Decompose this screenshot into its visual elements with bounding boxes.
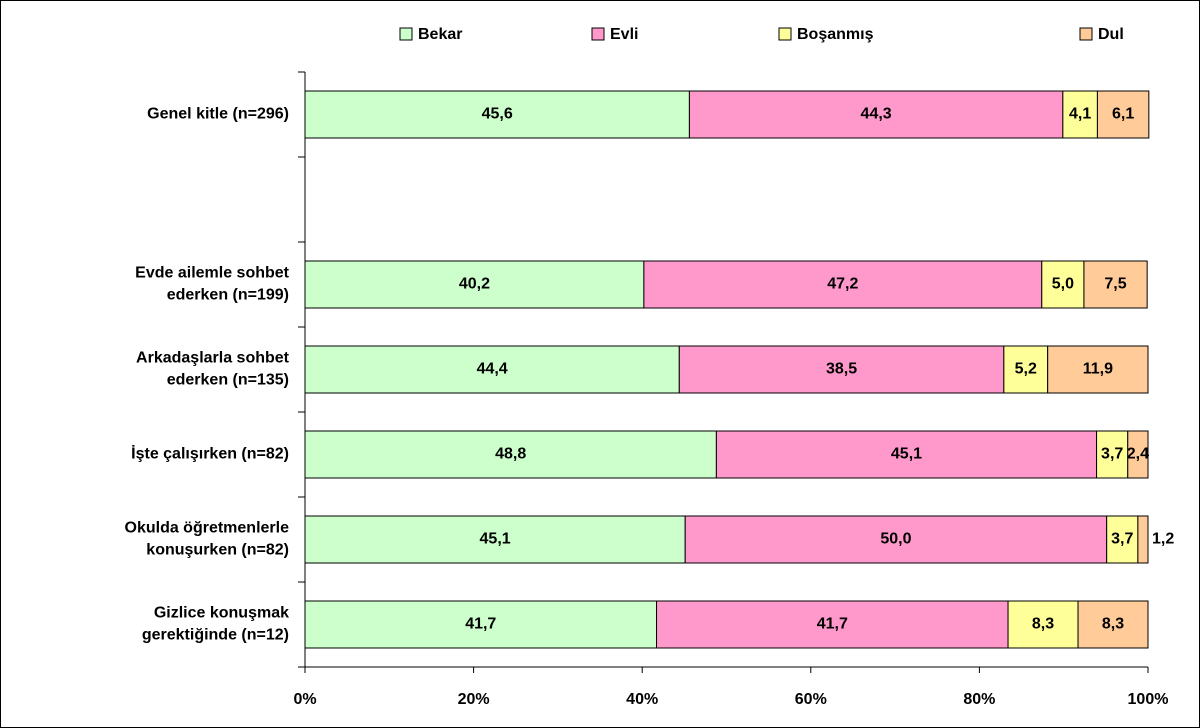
bar-segment xyxy=(643,260,1043,309)
bar-segment xyxy=(1077,600,1149,649)
legend-label: Dul xyxy=(1098,26,1124,43)
legend-label: Bekar xyxy=(418,26,462,43)
legend-label: Boşanmış xyxy=(797,26,874,43)
x-tick-label: 80% xyxy=(963,691,995,708)
value-label: 45,6 xyxy=(482,106,513,123)
value-label: 38,5 xyxy=(826,361,857,378)
x-tick-label: 20% xyxy=(458,691,490,708)
bar-segment xyxy=(1137,515,1149,564)
value-label: 7,5 xyxy=(1104,276,1126,293)
value-label: 8,3 xyxy=(1032,616,1054,633)
y-tick-label: Evde ailemle sohbet ederken (n=199) xyxy=(135,265,290,304)
value-label: 3,7 xyxy=(1101,446,1123,463)
legend-label: Evli xyxy=(610,26,638,43)
value-label: 45,1 xyxy=(891,446,922,463)
value-label: 47,2 xyxy=(827,276,858,293)
bar-segment xyxy=(1003,345,1049,394)
value-label: 50,0 xyxy=(880,531,911,548)
value-label: 48,8 xyxy=(495,446,526,463)
value-label: 5,2 xyxy=(1015,361,1037,378)
value-label: 45,1 xyxy=(480,531,511,548)
x-tick-label: 0% xyxy=(293,691,316,708)
value-label: 4,1 xyxy=(1069,106,1091,123)
y-tick-label: Genel kitle (n=296) xyxy=(147,106,289,123)
x-tick-label: 100% xyxy=(1128,691,1169,708)
value-label: 41,7 xyxy=(465,616,496,633)
bar-segment xyxy=(1096,430,1129,479)
legend-swatch xyxy=(591,27,605,41)
bar-segment xyxy=(304,430,717,479)
bar-segment xyxy=(1096,90,1150,139)
value-label: 3,7 xyxy=(1111,531,1133,548)
value-label: 11,9 xyxy=(1083,361,1113,378)
value-label: 44,4 xyxy=(477,361,508,378)
bar-segment xyxy=(1047,345,1149,394)
y-tick-label: Arkadaşlarla sohbet ederken (n=135) xyxy=(136,350,290,389)
value-label: 41,7 xyxy=(817,616,848,633)
bar-segment xyxy=(1106,515,1139,564)
value-label: 5,0 xyxy=(1052,276,1074,293)
bar-segment xyxy=(678,345,1005,394)
legend-swatch xyxy=(1079,27,1093,41)
x-tick-label: 60% xyxy=(795,691,827,708)
value-label: 40,2 xyxy=(459,276,490,293)
bar-segment xyxy=(304,90,690,139)
legend-swatch xyxy=(778,27,792,41)
y-tick-label: Okulda öğretmenlerle konuşurken (n=82) xyxy=(125,520,290,559)
bar-segment xyxy=(304,345,680,394)
x-tick-label: 40% xyxy=(626,691,658,708)
bar-segment xyxy=(304,600,658,649)
bar-segment xyxy=(1083,260,1148,309)
value-label: 44,3 xyxy=(861,106,892,123)
bar-segment xyxy=(1127,430,1149,479)
value-label: 1,2 xyxy=(1152,531,1174,548)
bar-segment xyxy=(304,260,645,309)
y-tick-label: İşte çalışırken (n=82) xyxy=(131,445,289,463)
value-label: 8,3 xyxy=(1102,616,1124,633)
bar-segment xyxy=(304,515,686,564)
y-tick-label: Gizlice konuşmak gerektiğinde (n=12) xyxy=(142,605,289,644)
bar-segment xyxy=(688,90,1064,139)
legend-swatch xyxy=(399,27,413,41)
value-label: 6,1 xyxy=(1112,106,1134,123)
value-label: 2,4 xyxy=(1127,446,1149,463)
